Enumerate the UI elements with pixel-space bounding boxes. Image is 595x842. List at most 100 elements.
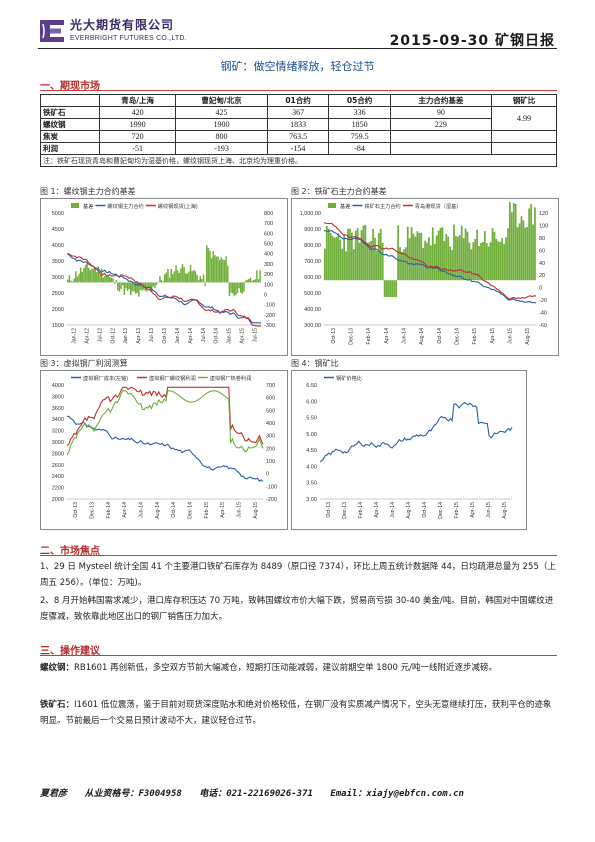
basis-bar	[420, 232, 423, 281]
basis-bar	[480, 242, 482, 281]
basis-bar	[464, 228, 467, 281]
report-date-title: 2015-09-30 矿钢日报	[389, 33, 555, 49]
basis-bar	[162, 281, 164, 283]
table-row: 焦炭 720 800 763.5 759.5	[40, 130, 557, 143]
table-row-label: 利润	[40, 142, 100, 155]
basis-bar	[125, 282, 127, 289]
basis-bar	[520, 216, 523, 281]
analyst-email[interactable]: Email：xiajy@ebfcn.com.cn	[330, 789, 464, 799]
basis-bar	[104, 275, 106, 283]
basis-bar	[173, 271, 176, 283]
table-row-label: 螺纹钢	[40, 118, 100, 131]
basis-bar	[91, 268, 93, 283]
basis-bar	[167, 268, 169, 283]
y-tick-label-right: 500	[264, 242, 273, 248]
basis-bar	[76, 276, 79, 283]
figure-4-svg: 钢矿价格比 6.50 6.00 5.50 5.00 4.50 4.00 3.50 3.00 Oct…	[306, 374, 513, 519]
legend-label: 虚拟钢厂螺纹钢利润	[149, 374, 196, 382]
basis-bar	[483, 231, 486, 281]
basis-bar	[383, 280, 386, 297]
figure-3-chart: 虚拟钢厂成本(左轴) 虚拟钢厂螺纹钢利润 虚拟钢厂热卷利润 4000 3800 3600 3…	[40, 370, 288, 530]
y-tick-label: 3400	[52, 417, 64, 423]
basis-bar	[516, 227, 519, 281]
figure-1-caption: 图 1：螺纹钢主力合约基差	[40, 187, 136, 196]
basis-bar	[489, 241, 492, 281]
y-tick-label-right: 300	[266, 434, 275, 440]
basis-bar	[115, 280, 117, 283]
x-tick-label: Aug-14	[406, 502, 412, 519]
basis-bar	[186, 273, 189, 283]
basis-bar	[505, 237, 507, 281]
table-cell: 229	[389, 118, 493, 131]
basis-bar	[485, 243, 488, 281]
y-tick-label-right: 60	[539, 248, 545, 254]
advice-iron-ore: 铁矿石：I1601 低位震荡，鉴于目前对现货深度贴水和绝对价格较低，在钢厂没有实…	[40, 697, 557, 729]
table-note: 注：铁矿石现货青岛和曹妃甸均为湿基价格，螺纹钢现货上海、北京均为理重价格。	[40, 154, 557, 167]
basis-bar	[460, 225, 463, 281]
section-heading-focus: 二、市场焦点	[40, 546, 100, 557]
basis-bar	[349, 228, 351, 281]
basis-bar	[379, 228, 382, 281]
basis-bar	[524, 227, 527, 281]
table-cell: -84	[328, 142, 391, 155]
basis-bar	[81, 271, 84, 283]
basis-bar	[376, 250, 378, 281]
y-tick-label: 3.50	[306, 481, 317, 487]
basis-bar	[462, 238, 465, 281]
legend-label: 螺纹钢现货(上海)	[158, 202, 198, 210]
basis-bar	[410, 227, 413, 281]
basis-bar	[223, 260, 226, 283]
x-tick-label: Dec-14	[188, 502, 194, 519]
basis-bar	[433, 243, 436, 281]
x-tick-label: Aug-15	[253, 502, 259, 519]
basis-bar	[222, 259, 224, 283]
x-tick-label: Jun-14	[402, 328, 408, 344]
y-tick-label: 1500	[52, 323, 64, 329]
company-name-en: EVERBRIGHT FUTURES CO.,LTD.	[70, 35, 187, 42]
x-tick-label: Feb-15	[454, 502, 460, 519]
section-heading-market: 一、期现市场	[40, 81, 100, 92]
basis-bar	[447, 236, 450, 281]
y-tick-label-right: 100	[264, 282, 273, 288]
basis-bar	[109, 276, 111, 283]
basis-bar	[159, 276, 161, 283]
basis-bar	[352, 249, 355, 281]
basis-bar	[372, 228, 374, 281]
table-cell: 763.5	[266, 130, 330, 143]
y-tick-label-right: 100	[266, 459, 275, 465]
x-tick-label: Dec-14	[455, 328, 461, 345]
basis-bar	[238, 282, 240, 289]
table-cell	[491, 130, 557, 143]
y-tick-label: 500.00	[304, 291, 321, 297]
y-tick-label-right: -40	[539, 311, 547, 317]
basis-bar	[215, 256, 218, 283]
basis-bar	[418, 232, 421, 281]
basis-bar	[368, 242, 371, 281]
legend-label: 虚拟钢厂热卷利润	[210, 374, 252, 382]
y-tick-label-right: 700	[264, 221, 273, 227]
y-tick-label-right: 500	[266, 408, 275, 414]
y-tick-label: 900.00	[304, 227, 321, 233]
series-line	[66, 390, 264, 456]
basis-bar	[526, 226, 529, 281]
x-tick-label: Feb-15	[472, 328, 478, 345]
basis-bar	[89, 270, 92, 283]
basis-bar	[201, 279, 203, 283]
basis-bar	[257, 279, 260, 283]
table-header-cell: 主力合约基差	[389, 94, 493, 107]
y-tick-label: 5.50	[306, 416, 317, 422]
basis-bar	[102, 277, 105, 283]
y-tick-label-right: 700	[266, 383, 275, 389]
basis-bar	[426, 242, 428, 281]
series-line	[66, 253, 262, 327]
basis-bar	[97, 266, 100, 283]
market-table: 青岛/上海 曹妃甸/北京 01合约 05合约 主力合约基差 钢矿比 铁矿石 42…	[40, 94, 557, 167]
y-tick-label-right: 400	[266, 421, 275, 427]
basis-bar	[88, 267, 90, 283]
basis-bar	[468, 242, 471, 281]
x-tick-label: Aug-15	[525, 328, 531, 345]
basis-bar	[193, 270, 195, 283]
x-tick-label: Apr-15	[490, 328, 496, 344]
figure-2-caption: 图 2：铁矿石主力合约基差	[291, 187, 387, 196]
basis-bar	[443, 240, 446, 281]
